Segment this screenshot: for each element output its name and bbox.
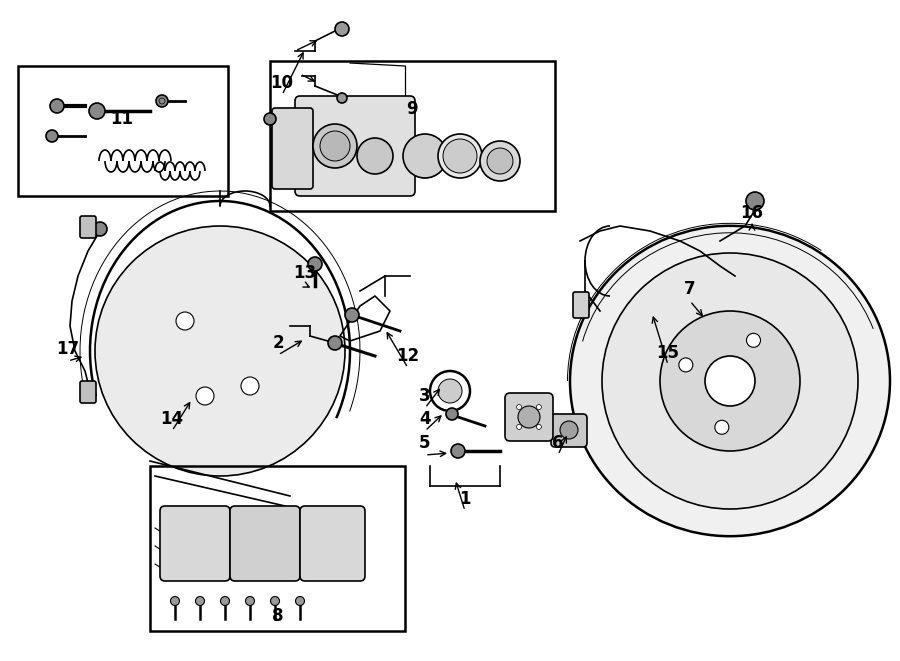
Text: 2: 2 [272, 334, 284, 352]
Circle shape [328, 336, 342, 350]
Ellipse shape [570, 226, 890, 536]
Text: 8: 8 [272, 607, 284, 625]
Circle shape [438, 379, 462, 403]
Circle shape [746, 192, 764, 210]
Circle shape [156, 95, 168, 107]
Circle shape [195, 596, 204, 605]
Circle shape [308, 257, 322, 271]
Circle shape [95, 226, 345, 476]
Text: 11: 11 [111, 110, 133, 128]
Circle shape [451, 444, 465, 458]
Circle shape [176, 312, 194, 330]
Circle shape [443, 139, 477, 173]
FancyBboxPatch shape [160, 506, 230, 581]
Text: 4: 4 [419, 410, 431, 428]
Circle shape [170, 596, 179, 605]
Circle shape [271, 596, 280, 605]
Bar [150, 466, 405, 631]
Text: 5: 5 [419, 434, 431, 452]
Circle shape [335, 22, 349, 36]
Text: 15: 15 [656, 344, 680, 362]
Circle shape [536, 424, 542, 430]
Circle shape [264, 113, 276, 125]
Text: 17: 17 [57, 340, 79, 358]
Circle shape [357, 138, 393, 174]
FancyBboxPatch shape [230, 506, 300, 581]
Circle shape [313, 124, 357, 168]
Circle shape [517, 405, 522, 410]
Circle shape [89, 103, 105, 119]
Circle shape [403, 134, 447, 178]
FancyBboxPatch shape [80, 216, 96, 238]
Text: 12: 12 [396, 347, 419, 365]
Circle shape [446, 408, 458, 420]
Text: 16: 16 [741, 204, 763, 222]
Circle shape [93, 222, 107, 236]
Circle shape [196, 387, 214, 405]
Bar [270, 61, 555, 211]
Circle shape [602, 253, 858, 509]
Circle shape [246, 596, 255, 605]
Text: 3: 3 [419, 387, 431, 405]
Circle shape [705, 356, 755, 406]
FancyBboxPatch shape [505, 393, 553, 441]
FancyBboxPatch shape [80, 381, 96, 403]
Text: 13: 13 [293, 264, 317, 282]
Circle shape [345, 308, 359, 322]
Text: 1: 1 [459, 490, 471, 508]
Bar [18, 66, 228, 196]
FancyBboxPatch shape [300, 506, 365, 581]
Circle shape [81, 386, 95, 400]
Circle shape [715, 420, 729, 434]
Circle shape [320, 131, 350, 161]
Circle shape [536, 405, 542, 410]
FancyBboxPatch shape [551, 414, 587, 447]
FancyBboxPatch shape [272, 108, 313, 189]
Circle shape [438, 134, 482, 178]
Text: 9: 9 [406, 100, 418, 118]
Circle shape [50, 99, 64, 113]
Circle shape [560, 421, 578, 439]
Text: 14: 14 [160, 410, 184, 428]
Circle shape [241, 377, 259, 395]
Circle shape [518, 406, 540, 428]
Circle shape [46, 130, 58, 142]
Circle shape [746, 333, 760, 347]
Circle shape [337, 93, 347, 103]
Text: 6: 6 [553, 434, 563, 452]
Circle shape [660, 311, 800, 451]
Circle shape [220, 596, 230, 605]
FancyBboxPatch shape [295, 96, 415, 196]
Circle shape [480, 141, 520, 181]
FancyBboxPatch shape [573, 292, 589, 318]
Circle shape [517, 424, 522, 430]
Text: 7: 7 [684, 280, 696, 298]
Circle shape [295, 596, 304, 605]
Text: 10: 10 [271, 74, 293, 92]
Circle shape [487, 148, 513, 174]
Circle shape [679, 358, 693, 372]
